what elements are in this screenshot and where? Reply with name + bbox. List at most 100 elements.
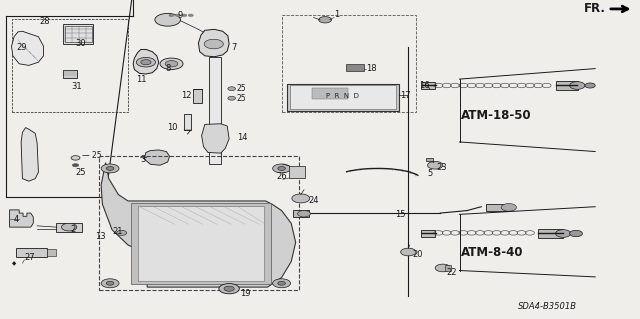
Circle shape: [71, 156, 80, 160]
Circle shape: [278, 167, 285, 170]
Circle shape: [570, 82, 585, 89]
Text: 25: 25: [76, 168, 86, 177]
Bar: [293, 210, 309, 217]
Text: 20: 20: [413, 250, 423, 259]
Circle shape: [401, 248, 416, 256]
Circle shape: [228, 96, 236, 100]
Text: 4: 4: [14, 215, 19, 224]
Text: 25: 25: [237, 84, 246, 93]
Circle shape: [188, 14, 193, 17]
Circle shape: [61, 223, 77, 231]
Circle shape: [155, 13, 180, 26]
Bar: [289, 166, 305, 178]
Text: 5: 5: [428, 169, 433, 178]
Bar: [538, 229, 563, 238]
Bar: [421, 230, 435, 237]
Circle shape: [278, 281, 285, 285]
Text: 26: 26: [276, 172, 287, 181]
Polygon shape: [21, 128, 38, 181]
Bar: [312, 88, 348, 99]
Circle shape: [141, 60, 151, 65]
Text: P  R  N  D: P R N D: [326, 93, 359, 99]
Circle shape: [219, 284, 239, 294]
Text: 11: 11: [136, 75, 146, 84]
Text: SDA4-B3501B: SDA4-B3501B: [518, 302, 577, 311]
Polygon shape: [144, 150, 170, 165]
Bar: [16, 248, 47, 257]
Circle shape: [165, 61, 178, 67]
Bar: [56, 223, 82, 232]
Circle shape: [136, 57, 156, 67]
Circle shape: [101, 164, 119, 173]
Text: 29: 29: [16, 43, 26, 52]
Text: 7: 7: [232, 43, 237, 52]
Bar: [47, 249, 56, 256]
Circle shape: [224, 286, 234, 291]
Circle shape: [273, 279, 291, 288]
Text: 25: 25: [237, 94, 246, 103]
Bar: [193, 89, 202, 103]
Bar: [346, 64, 364, 71]
Bar: [99, 156, 299, 290]
Text: 1: 1: [334, 10, 339, 19]
Text: 10: 10: [168, 123, 178, 132]
Polygon shape: [133, 49, 159, 74]
Text: 16: 16: [419, 81, 430, 90]
Circle shape: [182, 14, 187, 17]
Polygon shape: [10, 210, 33, 227]
Text: 27: 27: [24, 253, 35, 262]
Text: 8: 8: [165, 64, 170, 73]
Bar: [63, 70, 77, 78]
Text: 23: 23: [436, 163, 447, 172]
Text: 17: 17: [400, 91, 411, 100]
Text: 22: 22: [447, 268, 457, 277]
Bar: [486, 204, 509, 211]
Bar: [290, 85, 396, 109]
Text: 3: 3: [141, 155, 146, 164]
Text: ATM-18-50: ATM-18-50: [461, 109, 531, 122]
Polygon shape: [12, 31, 44, 65]
Text: 18: 18: [366, 64, 377, 73]
Text: 24: 24: [308, 197, 319, 205]
Circle shape: [501, 204, 516, 211]
Text: 31: 31: [72, 82, 83, 91]
Bar: [131, 203, 271, 284]
Circle shape: [160, 58, 183, 70]
Circle shape: [273, 164, 291, 173]
Circle shape: [428, 161, 443, 169]
Text: 12: 12: [182, 91, 192, 100]
Text: 30: 30: [76, 39, 86, 48]
Text: ATM-8-40: ATM-8-40: [461, 246, 524, 259]
Circle shape: [72, 164, 79, 167]
Bar: [65, 26, 92, 42]
Circle shape: [292, 194, 310, 203]
Text: 28: 28: [40, 17, 51, 26]
Circle shape: [228, 87, 236, 91]
Bar: [209, 57, 221, 164]
Text: 9: 9: [178, 11, 183, 20]
Bar: [138, 206, 264, 281]
Circle shape: [116, 230, 127, 235]
Circle shape: [106, 281, 114, 285]
Bar: [421, 82, 435, 89]
Text: ◆: ◆: [12, 262, 16, 267]
Text: 21: 21: [112, 227, 122, 236]
Circle shape: [175, 14, 180, 17]
Text: 13: 13: [95, 232, 106, 241]
Bar: [282, 15, 416, 112]
Polygon shape: [202, 124, 229, 153]
Polygon shape: [198, 29, 229, 57]
Circle shape: [570, 230, 582, 237]
Bar: [426, 158, 433, 161]
Circle shape: [298, 211, 310, 217]
Circle shape: [169, 14, 174, 17]
Circle shape: [435, 264, 451, 272]
Bar: [287, 84, 399, 111]
Bar: [184, 114, 191, 130]
Circle shape: [101, 279, 119, 288]
Circle shape: [556, 230, 571, 237]
Bar: [12, 19, 128, 112]
Text: FR.: FR.: [584, 3, 606, 15]
Bar: [63, 24, 93, 44]
Text: — 25: — 25: [82, 151, 102, 160]
